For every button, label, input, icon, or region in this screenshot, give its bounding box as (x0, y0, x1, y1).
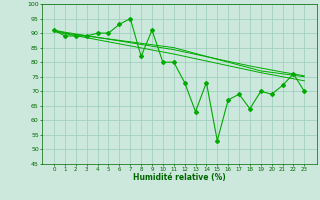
X-axis label: Humidité relative (%): Humidité relative (%) (133, 173, 226, 182)
